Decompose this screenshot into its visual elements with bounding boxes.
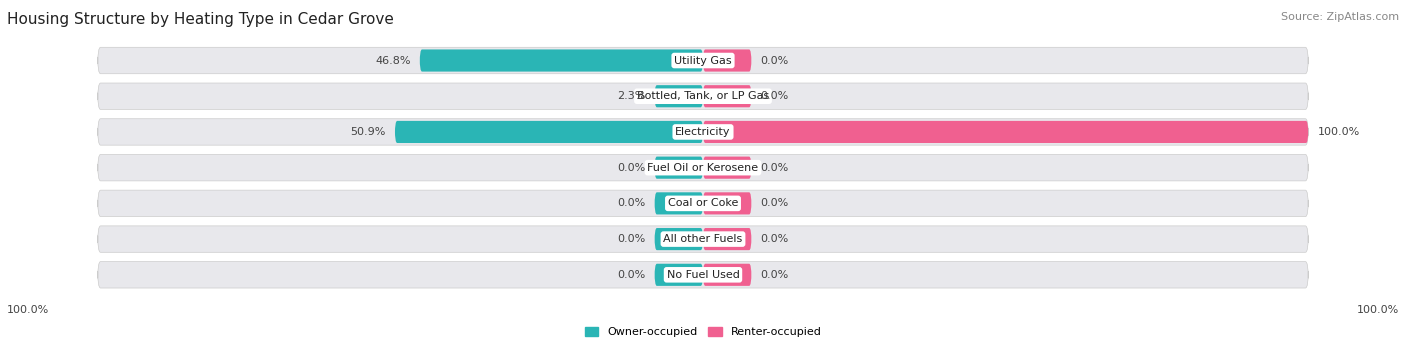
Text: 0.0%: 0.0%: [761, 55, 789, 66]
FancyBboxPatch shape: [703, 121, 1308, 143]
Text: 0.0%: 0.0%: [761, 234, 789, 244]
FancyBboxPatch shape: [703, 192, 751, 215]
Text: 0.0%: 0.0%: [617, 163, 645, 173]
FancyBboxPatch shape: [98, 226, 1308, 252]
Text: 50.9%: 50.9%: [350, 127, 385, 137]
Text: 0.0%: 0.0%: [617, 234, 645, 244]
FancyBboxPatch shape: [98, 261, 1308, 288]
Text: Housing Structure by Heating Type in Cedar Grove: Housing Structure by Heating Type in Ced…: [7, 12, 394, 27]
Text: All other Fuels: All other Fuels: [664, 234, 742, 244]
FancyBboxPatch shape: [98, 119, 1308, 145]
Text: Fuel Oil or Kerosene: Fuel Oil or Kerosene: [647, 163, 759, 173]
FancyBboxPatch shape: [395, 121, 703, 143]
Text: 100.0%: 100.0%: [7, 305, 49, 315]
FancyBboxPatch shape: [98, 190, 1308, 217]
Text: 0.0%: 0.0%: [761, 198, 789, 208]
FancyBboxPatch shape: [98, 154, 1308, 181]
FancyBboxPatch shape: [703, 228, 751, 250]
Text: 100.0%: 100.0%: [1357, 305, 1399, 315]
FancyBboxPatch shape: [655, 157, 703, 179]
FancyBboxPatch shape: [655, 228, 703, 250]
FancyBboxPatch shape: [703, 49, 751, 72]
Text: 0.0%: 0.0%: [761, 91, 789, 101]
Legend: Owner-occupied, Renter-occupied: Owner-occupied, Renter-occupied: [585, 326, 821, 337]
Text: Bottled, Tank, or LP Gas: Bottled, Tank, or LP Gas: [637, 91, 769, 101]
FancyBboxPatch shape: [655, 192, 703, 215]
Text: Source: ZipAtlas.com: Source: ZipAtlas.com: [1281, 12, 1399, 22]
Text: 46.8%: 46.8%: [375, 55, 411, 66]
FancyBboxPatch shape: [703, 264, 751, 286]
Text: 0.0%: 0.0%: [761, 163, 789, 173]
Text: No Fuel Used: No Fuel Used: [666, 270, 740, 280]
Text: 2.3%: 2.3%: [617, 91, 645, 101]
Text: 100.0%: 100.0%: [1317, 127, 1360, 137]
Text: 0.0%: 0.0%: [617, 270, 645, 280]
FancyBboxPatch shape: [655, 85, 703, 107]
FancyBboxPatch shape: [420, 49, 703, 72]
FancyBboxPatch shape: [98, 83, 1308, 109]
Text: 0.0%: 0.0%: [761, 270, 789, 280]
Text: Electricity: Electricity: [675, 127, 731, 137]
FancyBboxPatch shape: [655, 264, 703, 286]
Text: Utility Gas: Utility Gas: [675, 55, 731, 66]
Text: 0.0%: 0.0%: [617, 198, 645, 208]
FancyBboxPatch shape: [98, 47, 1308, 74]
FancyBboxPatch shape: [703, 157, 751, 179]
Text: Coal or Coke: Coal or Coke: [668, 198, 738, 208]
FancyBboxPatch shape: [703, 85, 751, 107]
